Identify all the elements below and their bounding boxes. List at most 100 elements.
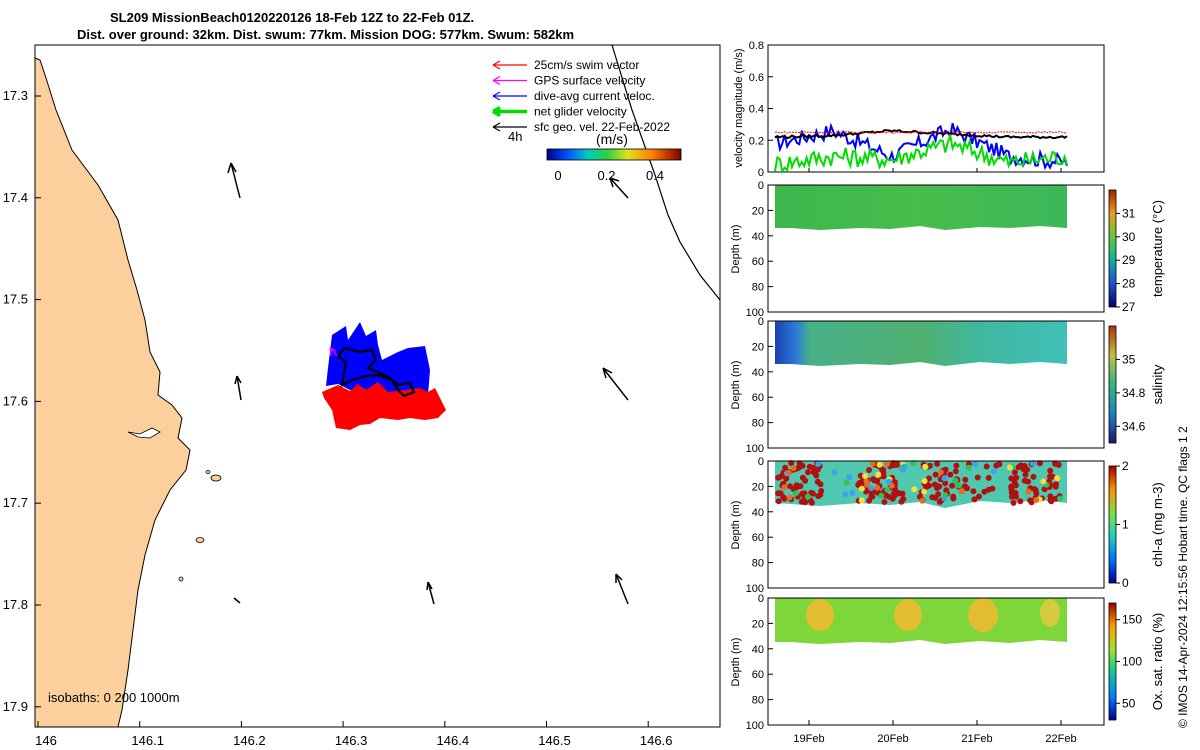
depth-tick-label: 40 bbox=[752, 507, 764, 519]
chla-point bbox=[1022, 471, 1029, 478]
river-estuary bbox=[127, 427, 161, 439]
velocity-y-tick-label: 0 bbox=[758, 167, 764, 179]
chla-point bbox=[941, 475, 948, 482]
chla-point bbox=[849, 489, 856, 496]
chla-point bbox=[965, 464, 972, 471]
geo-arrow bbox=[602, 367, 629, 401]
chla-point bbox=[942, 480, 949, 487]
map-colorbar-ticks: 0 0.2 0.4 bbox=[554, 168, 664, 183]
depth-tick-label: 60 bbox=[752, 392, 764, 404]
chla-point bbox=[842, 491, 849, 498]
chla-point bbox=[922, 463, 929, 470]
velocity-y-ticks: 0 0.2 0.4 0.6 0.8 bbox=[749, 40, 773, 179]
velocity-series bbox=[774, 122, 1068, 175]
chla-point bbox=[1033, 490, 1040, 497]
oxygen-colorbar-label: Ox. sat. ratio (%) bbox=[1150, 613, 1165, 711]
colorbar-tick-label: 100 bbox=[1122, 655, 1142, 669]
velocity-series-line bbox=[774, 131, 1068, 134]
salinity-colorbar-label: salinity bbox=[1150, 364, 1165, 404]
depth-tick-label: 80 bbox=[752, 558, 764, 570]
isobath-line bbox=[611, 44, 721, 301]
chla-point bbox=[919, 497, 926, 504]
oxygen-ylabel: Depth (m) bbox=[730, 638, 742, 687]
sfc-geo-arrows bbox=[227, 162, 629, 605]
depth-tick-label: 100 bbox=[746, 583, 764, 595]
geo-arrow bbox=[615, 573, 629, 605]
temperature-axes bbox=[767, 184, 1105, 313]
chla-point bbox=[808, 499, 815, 506]
chla-point bbox=[981, 488, 988, 495]
chla-point bbox=[935, 491, 942, 498]
chla-point bbox=[972, 461, 979, 468]
geo-arrow bbox=[227, 162, 241, 199]
chla-point bbox=[884, 486, 891, 493]
colorbar-tick-label: 27 bbox=[1122, 300, 1136, 314]
chla-point bbox=[875, 471, 882, 478]
chla-point bbox=[866, 497, 873, 504]
velocity-y-tick-label: 0.6 bbox=[749, 72, 764, 84]
chla-point bbox=[962, 476, 969, 483]
chla-point bbox=[923, 484, 930, 491]
chla-point bbox=[799, 462, 806, 469]
chla-point bbox=[955, 482, 962, 489]
chla-axes bbox=[767, 460, 1105, 589]
time-tick-label: 22Feb bbox=[1045, 733, 1076, 745]
legend-arrowhead bbox=[492, 105, 501, 118]
chart-title-line1: SL209 MissionBeach0120220126 18-Feb 12Z … bbox=[110, 10, 475, 25]
map-x-tick-label: 146.5 bbox=[538, 733, 571, 748]
colorbar-tick-label: 34.6 bbox=[1122, 419, 1146, 433]
chla-point bbox=[1057, 495, 1063, 502]
colorbar-tick-label: 2 bbox=[1122, 459, 1129, 473]
velocity-y-tick-label: 0.2 bbox=[749, 135, 764, 147]
chla-colorbar bbox=[1108, 465, 1117, 584]
depth-tick-label: 40 bbox=[752, 644, 764, 656]
colorbar-tick-label: 0 bbox=[1122, 576, 1129, 590]
depth-tick-label: 60 bbox=[752, 669, 764, 681]
colorbar-tick-label: 29 bbox=[1122, 253, 1136, 267]
chla-colorbar-label: chl-a (mg m-3) bbox=[1150, 482, 1165, 567]
chla-point bbox=[1013, 474, 1020, 481]
velocity-series-line bbox=[774, 128, 1068, 140]
chla-point bbox=[976, 493, 982, 500]
chla-point bbox=[1033, 497, 1040, 503]
chla-point bbox=[1054, 475, 1061, 482]
chla-point bbox=[1013, 482, 1019, 489]
chla-point bbox=[993, 462, 1000, 469]
map-axes-frame bbox=[34, 44, 721, 728]
chla-point bbox=[790, 465, 797, 471]
depth-tick-label: 20 bbox=[752, 481, 764, 493]
chla-point bbox=[788, 460, 795, 467]
chla-point bbox=[817, 481, 824, 488]
geo-arrow bbox=[609, 177, 629, 199]
map-y-tick-label: 17.9 bbox=[3, 699, 28, 714]
legend-label: GPS surface velocity bbox=[534, 74, 645, 88]
chla-point bbox=[1011, 469, 1018, 476]
chla-point bbox=[868, 485, 875, 491]
chla-point bbox=[870, 476, 877, 483]
chla-high-points bbox=[775, 460, 1063, 506]
time-tick-label: 20Feb bbox=[877, 733, 908, 745]
map-x-tick-label: 146.2 bbox=[233, 733, 266, 748]
chla-point bbox=[971, 496, 978, 503]
depth-tick-label: 20 bbox=[752, 618, 764, 630]
map-colorbar-tick-label: 0.4 bbox=[646, 168, 664, 183]
chla-point bbox=[952, 468, 959, 475]
chla-point bbox=[1008, 475, 1015, 482]
chla-point bbox=[1029, 460, 1036, 467]
map-x-tick-label: 146.4 bbox=[437, 733, 470, 748]
chla-point bbox=[787, 483, 794, 490]
map-y-tick-label: 17.6 bbox=[3, 393, 28, 408]
temperature-colorbar bbox=[1108, 189, 1117, 308]
depth-tick-label: 80 bbox=[752, 282, 764, 294]
chla-point bbox=[881, 499, 888, 505]
map-x-ticks: 146 146.1 146.2 146.3 146.4 146.5 146.6 bbox=[35, 721, 672, 748]
chla-point bbox=[874, 484, 881, 491]
chla-point bbox=[911, 486, 918, 493]
chla-point bbox=[805, 469, 811, 476]
chla-point bbox=[817, 491, 824, 498]
colorbar-unit: (m/s) bbox=[596, 131, 628, 147]
legend-arrowhead bbox=[492, 75, 501, 86]
chla-point bbox=[843, 479, 850, 486]
chla-point bbox=[862, 473, 869, 479]
salinity-ylabel: Depth (m) bbox=[730, 361, 742, 410]
